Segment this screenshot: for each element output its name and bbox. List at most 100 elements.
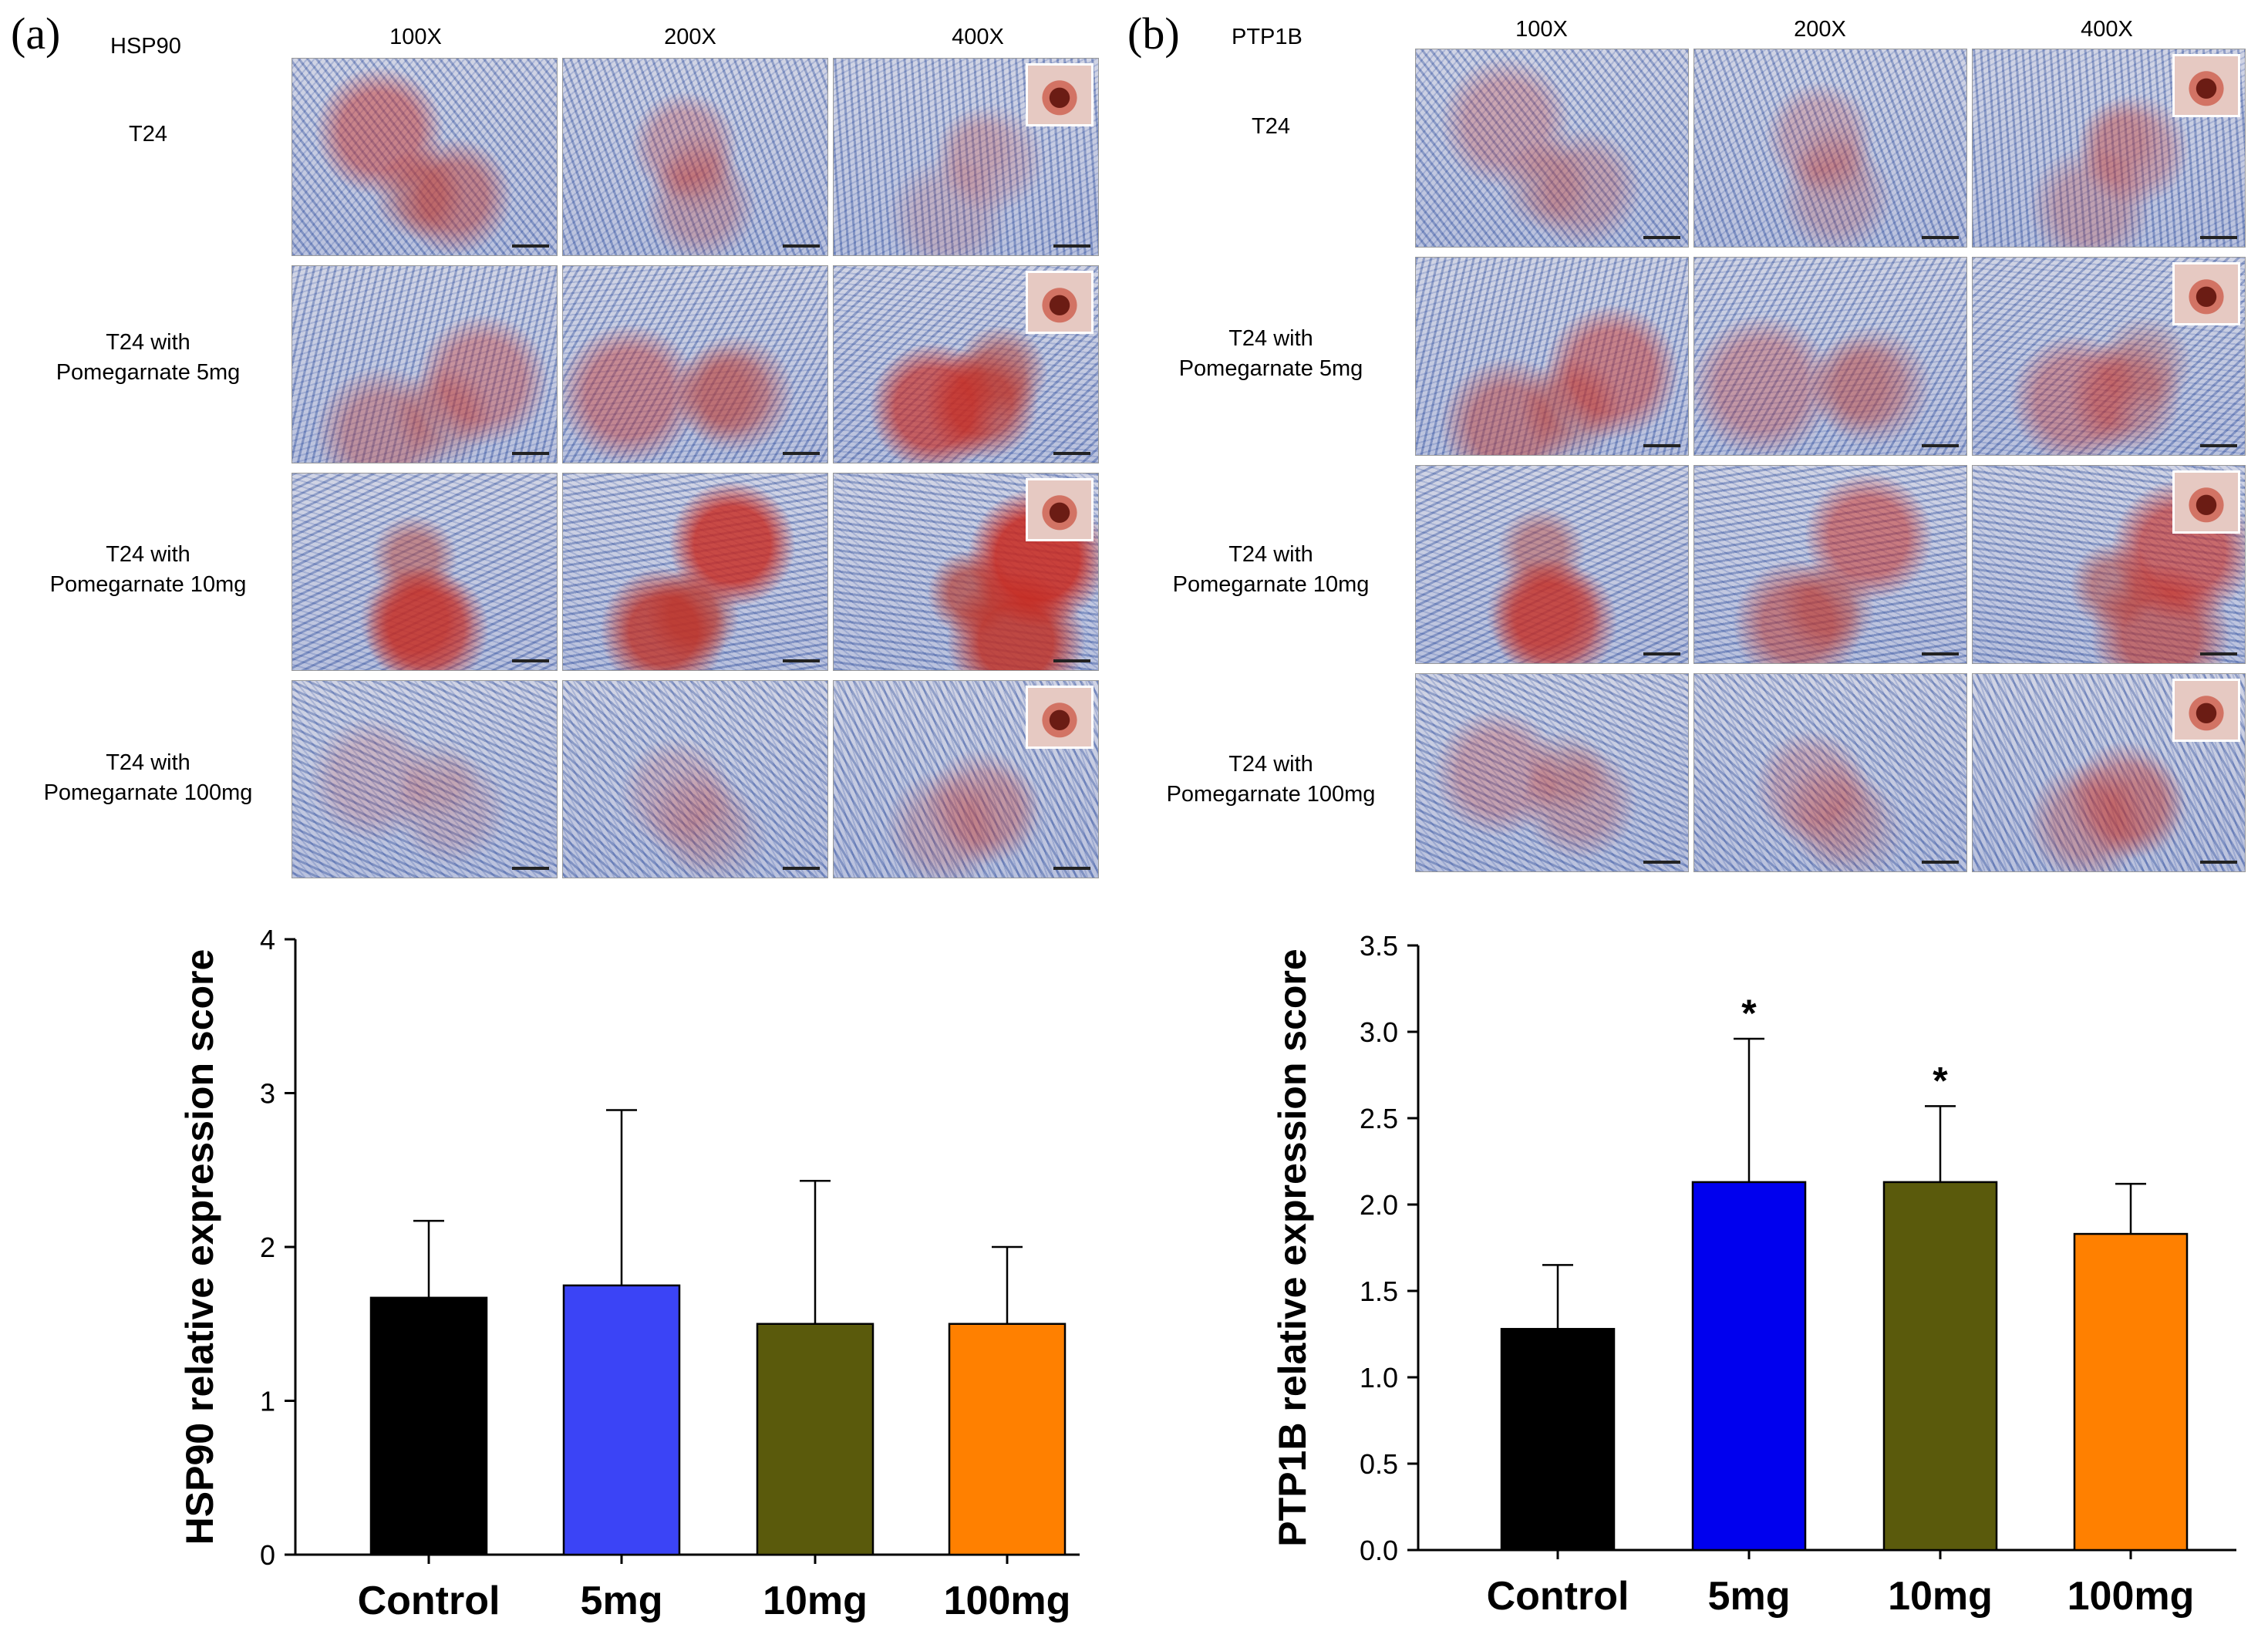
micrograph-tile <box>1415 465 1689 664</box>
panel-b-mag-100x: 100X <box>1515 17 1568 42</box>
row-label-line1: T24 with <box>106 750 190 775</box>
micrograph-tile <box>833 680 1099 878</box>
cell-inset-image <box>2172 54 2240 117</box>
y-tick-label: 0.5 <box>1360 1448 1398 1480</box>
micrograph-tile <box>1693 673 1967 872</box>
micrograph-tile <box>1972 465 2246 664</box>
panel-a-row-label: T24 with Pomegarnate 10mg <box>9 540 287 600</box>
scale-bar <box>1643 861 1680 864</box>
scale-bar <box>2200 652 2237 655</box>
bar-control <box>1500 1328 1616 1552</box>
micrograph-tile <box>833 265 1099 463</box>
micrograph-tile <box>562 473 828 671</box>
cell-inset-image <box>2172 679 2240 742</box>
micrograph-tile <box>1415 673 1689 872</box>
x-category-label: 5mg <box>581 1579 663 1623</box>
y-tick-label: 3.5 <box>1360 930 1398 962</box>
scale-bar <box>512 244 549 248</box>
panel-a-row-label: T24 with Pomegarnate 5mg <box>9 328 287 388</box>
micrograph-tile <box>833 58 1099 256</box>
cell-inset-image <box>1026 686 1094 749</box>
y-axis-label: HSP90 relative expression score <box>178 949 221 1545</box>
bar-5mg <box>562 1284 681 1556</box>
y-tick-label: 1 <box>260 1386 275 1417</box>
scale-bar <box>1922 652 1959 655</box>
y-tick-label: 1.5 <box>1360 1275 1398 1307</box>
panel-b-mag-200x: 200X <box>1794 17 1846 42</box>
row-label-line1: T24 <box>129 122 167 147</box>
scale-bar <box>2200 861 2237 864</box>
significance-marker: * <box>1741 992 1757 1035</box>
row-label-line2: Pomegarnate 100mg <box>1166 782 1376 807</box>
scale-bar <box>1643 444 1680 447</box>
scale-bar <box>1922 444 1959 447</box>
scale-bar <box>512 659 549 662</box>
row-label-line2: Pomegarnate 100mg <box>43 780 253 805</box>
micrograph-tile <box>1972 49 2246 248</box>
panel-b-row-label: T24 with Pomegarnate 10mg <box>1132 540 1410 600</box>
panel-b-mag-400x: 400X <box>2081 17 2133 42</box>
cell-inset-image <box>1026 271 1094 334</box>
panel-b-row-label: T24 <box>1132 112 1410 142</box>
y-tick-label: 2.0 <box>1360 1189 1398 1221</box>
micrograph-tile <box>1415 257 1689 456</box>
panel-a-marker: HSP90 <box>110 34 181 59</box>
panel-b-row-label: T24 with Pomegarnate 5mg <box>1132 324 1410 384</box>
scale-bar <box>1053 452 1090 455</box>
y-tick-label: 3 <box>260 1078 275 1110</box>
row-label-line1: T24 with <box>1228 326 1313 351</box>
row-label-line2: Pomegarnate 10mg <box>49 572 247 597</box>
micrograph-tile <box>1693 465 1967 664</box>
y-tick-label: 1.0 <box>1360 1362 1398 1393</box>
panel-b-letter: (b) <box>1127 8 1180 59</box>
x-category-label: Control <box>358 1579 500 1623</box>
row-label-line1: T24 <box>1252 114 1290 139</box>
x-category-label: 100mg <box>2067 1574 2195 1619</box>
micrograph-tile <box>292 473 558 671</box>
bar-100mg <box>2073 1232 2189 1552</box>
cell-inset-image <box>2172 262 2240 325</box>
bar-5mg <box>1691 1181 1807 1552</box>
hsp90-bar-chart: 0 1 2 3 4 Control 5mg 10mg 100mg HSP90 relative e… <box>178 924 1080 1623</box>
scale-bar <box>512 867 549 870</box>
x-category-label: Control <box>1487 1574 1629 1619</box>
scale-bar <box>783 867 820 870</box>
micrograph-tile <box>292 58 558 256</box>
panel-a-mag-400x: 400X <box>952 25 1004 49</box>
scale-bar <box>512 452 549 455</box>
y-tick-label: 0 <box>260 1539 275 1571</box>
panel-a-mag-100x: 100X <box>389 25 442 49</box>
scale-bar <box>2200 444 2237 447</box>
cell-inset-image <box>1026 478 1094 541</box>
y-tick-label: 2 <box>260 1232 275 1263</box>
micrograph-tile <box>1693 49 1967 248</box>
bar-10mg <box>1882 1181 1998 1552</box>
x-category-label: 100mg <box>944 1579 1071 1623</box>
y-tick-label: 3.0 <box>1360 1016 1398 1048</box>
row-label-line1: T24 with <box>1228 752 1313 777</box>
row-label-line1: T24 with <box>106 330 190 355</box>
panel-a-row-label: T24 <box>9 120 287 150</box>
panel-b-marker: PTP1B <box>1232 25 1302 49</box>
micrograph-tile <box>833 473 1099 671</box>
x-category-label: 10mg <box>763 1579 868 1623</box>
micrograph-tile <box>562 58 828 256</box>
panel-a-letter: (a) <box>11 8 61 59</box>
y-tick-label: 4 <box>260 924 275 955</box>
micrograph-tile <box>292 680 558 878</box>
bar-control <box>369 1296 488 1556</box>
cell-inset-image <box>2172 470 2240 534</box>
bar-100mg <box>948 1323 1067 1556</box>
y-tick-label: 0.0 <box>1360 1535 1398 1566</box>
scale-bar <box>1922 236 1959 239</box>
scale-bar <box>783 452 820 455</box>
x-category-label: 5mg <box>1708 1574 1791 1619</box>
row-label-line2: Pomegarnate 5mg <box>1178 356 1363 381</box>
significance-marker: * <box>1933 1059 1948 1102</box>
scale-bar <box>783 659 820 662</box>
cell-inset-image <box>1026 63 1094 126</box>
micrograph-tile <box>1693 257 1967 456</box>
row-label-line2: Pomegarnate 10mg <box>1172 572 1370 597</box>
y-tick-label: 2.5 <box>1360 1103 1398 1134</box>
panel-a-row-label: T24 with Pomegarnate 100mg <box>9 748 287 808</box>
